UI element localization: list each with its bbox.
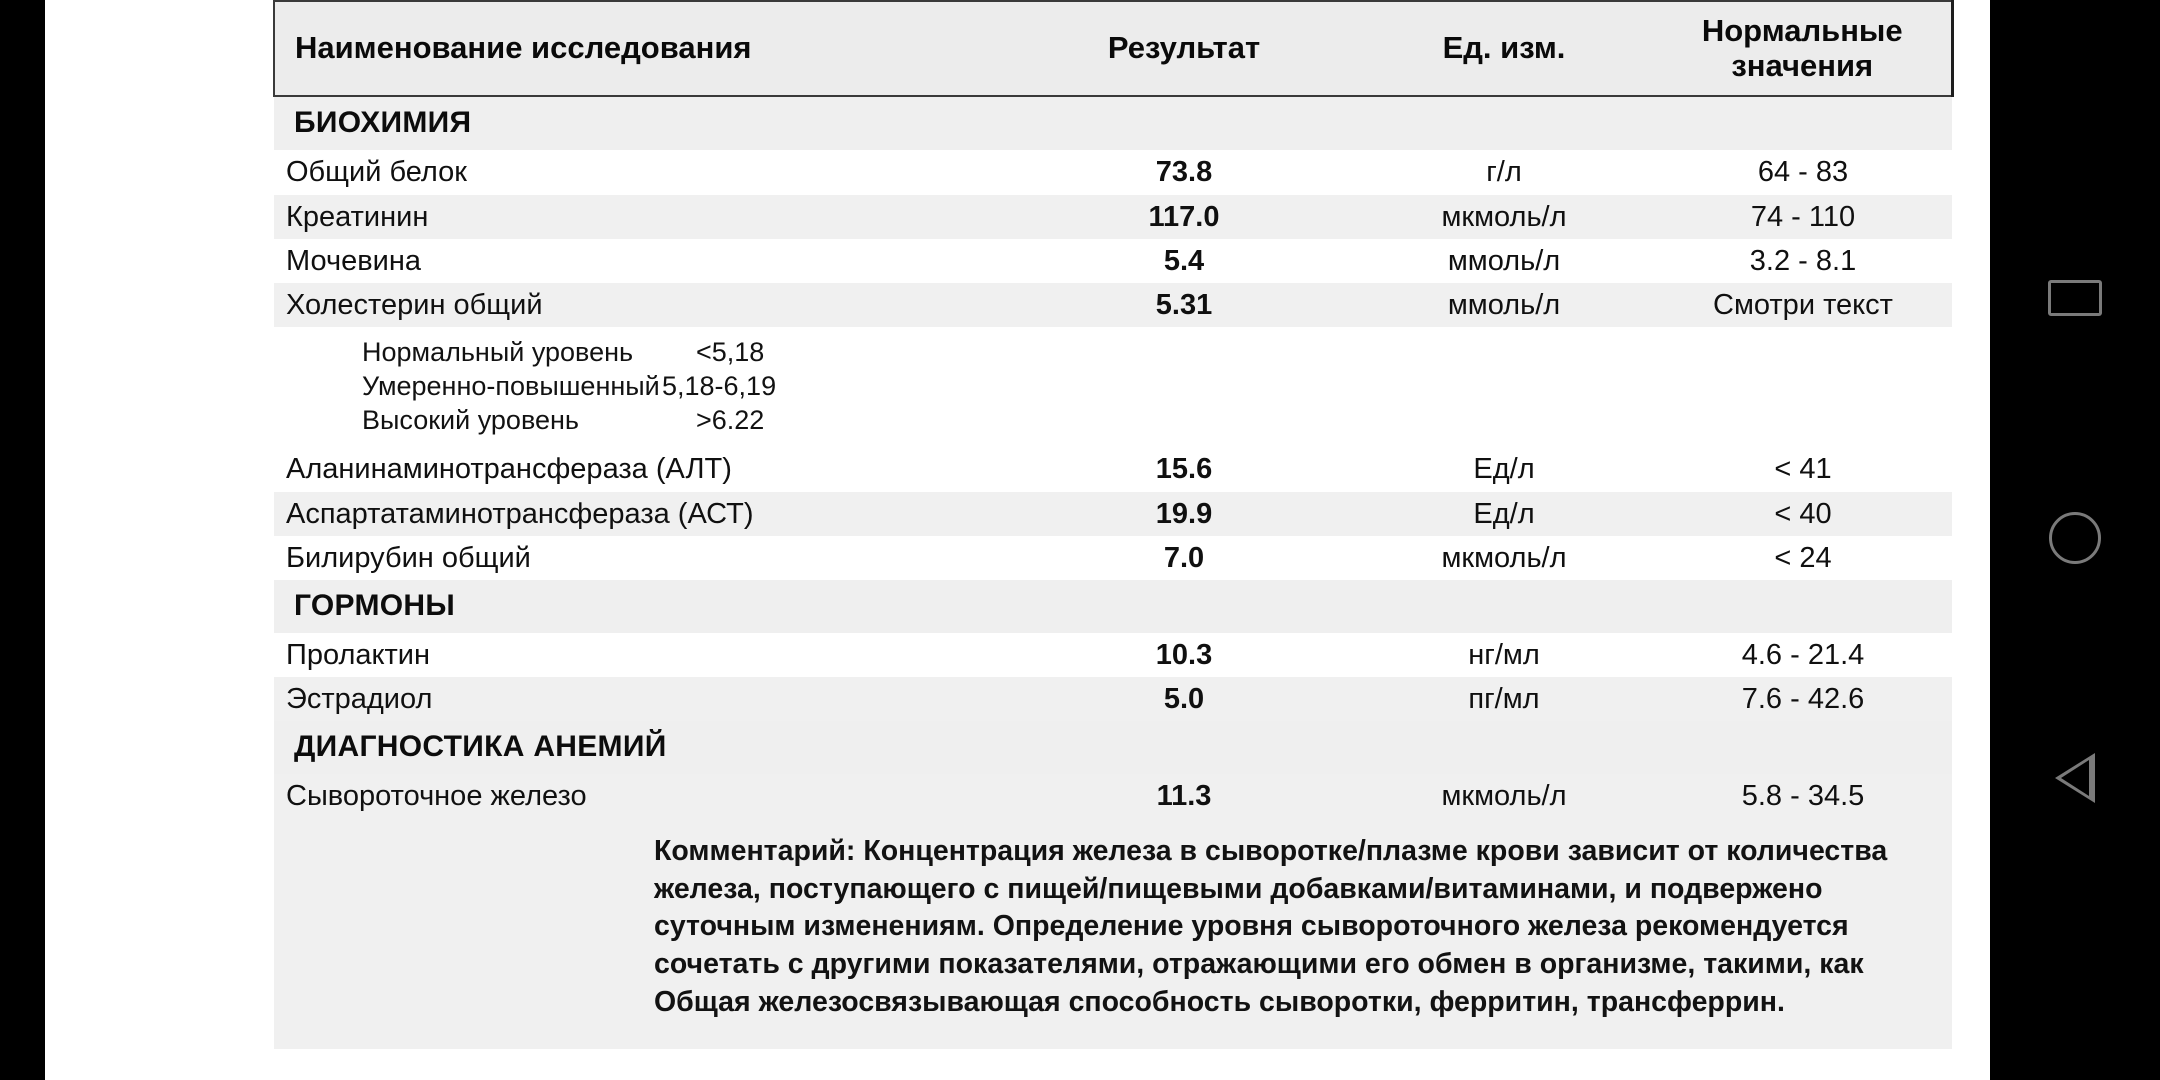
table-row[interactable]: Мочевина 5.4 ммоль/л 3.2 - 8.1	[274, 238, 1952, 284]
analyte-norm: < 40	[1654, 491, 1952, 536]
note-label: Умеренно-повышенный	[362, 371, 660, 402]
section-header-row: БИОХИМИЯ	[274, 96, 1952, 151]
left-letterbox	[0, 0, 45, 1080]
home-button[interactable]	[2037, 500, 2113, 576]
analyte-unit: мкмоль/л	[1354, 535, 1654, 581]
analyte-result: 19.9	[1014, 491, 1354, 536]
analyte-name: Билирубин общий	[274, 535, 1014, 581]
note-label: Высокий уровень	[362, 405, 579, 436]
cholesterol-note-block: Нормальный уровень <5,18 Умеренно-повыше…	[362, 335, 1952, 437]
back-button[interactable]	[2037, 740, 2113, 816]
analyte-unit: Ед/л	[1354, 447, 1654, 492]
analyte-unit: мкмоль/л	[1354, 194, 1654, 239]
analyte-result: 5.4	[1014, 238, 1354, 284]
iron-comment-text: Комментарий: Концентрация железа в сывор…	[654, 834, 1888, 1019]
analyte-unit: ммоль/л	[1354, 283, 1654, 328]
analyte-norm: 5.8 - 34.5	[1654, 774, 1952, 819]
analyte-unit: ммоль/л	[1354, 238, 1654, 284]
analyte-norm: 7.6 - 42.6	[1654, 677, 1952, 722]
analyte-norm: 64 - 83	[1654, 150, 1952, 195]
note-line: Высокий уровень >6.22	[362, 403, 802, 437]
section-title-anemia: ДИАГНОСТИКА АНЕМИЙ	[274, 721, 1952, 775]
note-label: Нормальный уровень	[362, 337, 634, 368]
analyte-name: Эстрадиол	[274, 677, 1014, 722]
iron-comment-cell: Комментарий: Концентрация железа в сывор…	[274, 818, 1952, 1049]
recents-button[interactable]	[2037, 260, 2113, 336]
analyte-result: 5.31	[1014, 283, 1354, 328]
section-header-row: ДИАГНОСТИКА АНЕМИЙ	[274, 721, 1952, 775]
note-value: <5,18	[696, 337, 765, 368]
analyte-result: 11.3	[1014, 774, 1354, 819]
table-row[interactable]: Общий белок 73.8 г/л 64 - 83	[274, 150, 1952, 195]
analyte-unit: пг/мл	[1354, 677, 1654, 722]
lab-results-document: Наименование исследования Результат Ед. …	[273, 0, 1954, 1049]
table-row[interactable]: Сывороточное железо 11.3 мкмоль/л 5.8 - …	[274, 774, 1952, 819]
square-icon	[2048, 280, 2102, 316]
note-value: 5,18-6,19	[662, 371, 777, 402]
column-header-unit: Ед. изм.	[1354, 0, 1654, 98]
analyte-name: Аланинаминотрансфераза (АЛТ)	[274, 447, 1014, 492]
note-value: >6.22	[696, 405, 765, 436]
analyte-unit: нг/мл	[1354, 633, 1654, 678]
triangle-left-icon	[2055, 753, 2095, 803]
analyte-norm: 74 - 110	[1654, 194, 1952, 239]
analyte-norm: < 41	[1654, 447, 1952, 492]
table-header: Наименование исследования Результат Ед. …	[273, 0, 1954, 98]
android-navigation-bar	[1990, 0, 2160, 1080]
analyte-name: Общий белок	[274, 150, 1014, 195]
comment-spacer	[274, 819, 654, 1049]
iron-comment-wrap: Комментарий: Концентрация железа в сывор…	[274, 818, 1952, 1049]
analyte-norm: 4.6 - 21.4	[1654, 633, 1952, 678]
analyte-result: 73.8	[1014, 150, 1354, 195]
table-row[interactable]: Пролактин 10.3 нг/мл 4.6 - 21.4	[274, 633, 1952, 678]
analyte-norm: 3.2 - 8.1	[1654, 238, 1952, 284]
analyte-name: Холестерин общий	[274, 283, 1014, 328]
analyte-name: Пролактин	[274, 633, 1014, 678]
analyte-name: Креатинин	[274, 194, 1014, 239]
analyte-unit: мкмоль/л	[1354, 774, 1654, 819]
column-header-name: Наименование исследования	[273, 0, 1014, 98]
table-header-row: Наименование исследования Результат Ед. …	[273, 0, 1954, 98]
cholesterol-note-cell: Нормальный уровень <5,18 Умеренно-повыше…	[274, 327, 1952, 448]
table-row[interactable]: Эстрадиол 5.0 пг/мл 7.6 - 42.6	[274, 677, 1952, 722]
table-row[interactable]: Аспартатаминотрансфераза (АСТ) 19.9 Ед/л…	[274, 491, 1952, 536]
analyte-name: Сывороточное железо	[274, 774, 1014, 819]
analyte-norm: Смотри текст	[1654, 283, 1952, 328]
section-title-biochemistry: БИОХИМИЯ	[274, 96, 1952, 151]
column-header-result: Результат	[1014, 0, 1354, 98]
table-body: БИОХИМИЯ Общий белок 73.8 г/л 64 - 83 Кр…	[274, 96, 1952, 1049]
analyte-result: 10.3	[1014, 633, 1354, 678]
table-row[interactable]: Аланинаминотрансфераза (АЛТ) 15.6 Ед/л <…	[274, 447, 1952, 492]
analyte-result: 5.0	[1014, 677, 1354, 722]
analyte-result: 15.6	[1014, 447, 1354, 492]
section-title-hormones: ГОРМОНЫ	[274, 580, 1952, 634]
table-row[interactable]: Билирубин общий 7.0 мкмоль/л < 24	[274, 535, 1952, 581]
analyte-name: Аспартатаминотрансфераза (АСТ)	[274, 491, 1014, 536]
circle-icon	[2049, 512, 2101, 564]
column-header-norm: Нормальные значения	[1654, 0, 1954, 98]
table-row[interactable]: Холестерин общий 5.31 ммоль/л Смотри тек…	[274, 283, 1952, 328]
lab-results-table: Наименование исследования Результат Ед. …	[273, 0, 1954, 1049]
analyte-unit: Ед/л	[1354, 491, 1654, 536]
analyte-result: 117.0	[1014, 194, 1354, 239]
iron-comment-row: Комментарий: Концентрация железа в сывор…	[274, 818, 1952, 1049]
analyte-name: Мочевина	[274, 238, 1014, 284]
section-header-row: ГОРМОНЫ	[274, 580, 1952, 634]
analyte-result: 7.0	[1014, 535, 1354, 581]
analyte-unit: г/л	[1354, 150, 1654, 195]
cholesterol-note-row: Нормальный уровень <5,18 Умеренно-повыше…	[274, 327, 1952, 448]
table-row[interactable]: Креатинин 117.0 мкмоль/л 74 - 110	[274, 194, 1952, 239]
document-page: Наименование исследования Результат Ед. …	[45, 0, 1990, 1080]
analyte-norm: < 24	[1654, 535, 1952, 581]
note-line: Умеренно-повышенный 5,18-6,19	[362, 369, 802, 403]
note-line: Нормальный уровень <5,18	[362, 335, 802, 369]
